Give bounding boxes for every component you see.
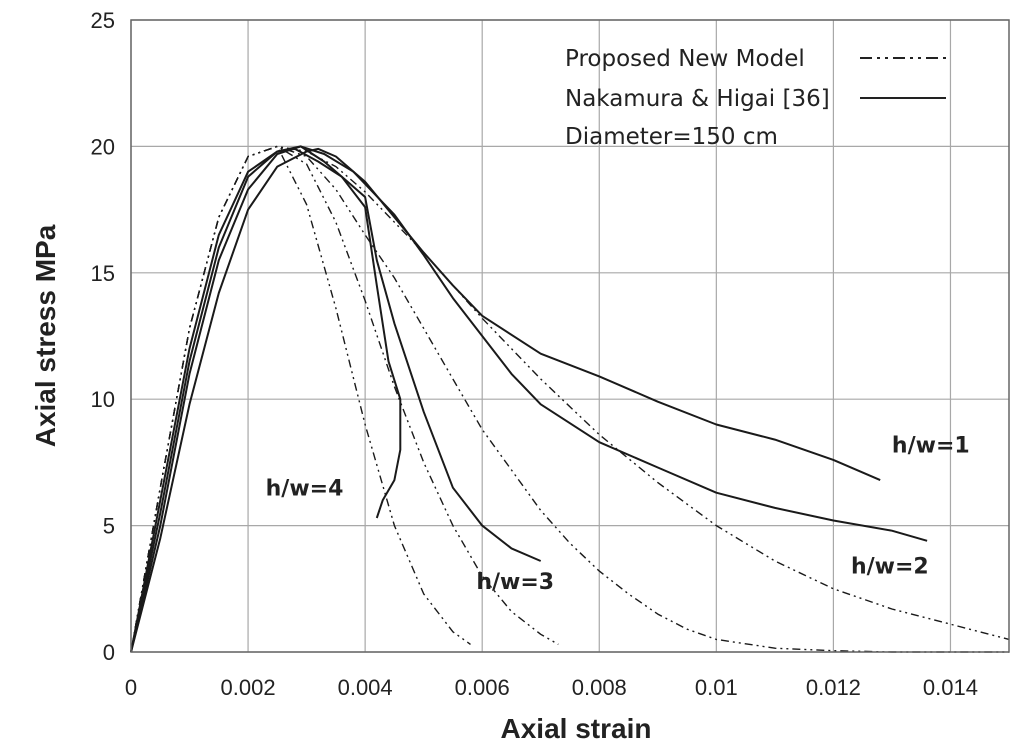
x-tick-label: 0.008 bbox=[572, 675, 627, 700]
y-tick-labels: 0 5 10 15 20 25 bbox=[91, 8, 115, 665]
legend-label-proposed-model: Proposed New Model bbox=[565, 46, 805, 72]
annotation-hw1: h/w=1 bbox=[892, 433, 970, 458]
y-tick-label: 10 bbox=[91, 387, 115, 412]
x-tick-labels: 0 0.002 0.004 0.006 0.008 0.01 0.012 0.014 bbox=[125, 675, 978, 700]
annotations: h/w=1 h/w=2 h/w=3 h/w=4 bbox=[266, 433, 970, 595]
series-line-nakamura-hw4 bbox=[130, 147, 402, 653]
legend: Proposed New Model Nakamura & Higai [36]… bbox=[565, 46, 946, 150]
annotation-hw3: h/w=3 bbox=[476, 570, 554, 595]
x-tick-label: 0.006 bbox=[455, 675, 510, 700]
series-group bbox=[130, 145, 1010, 653]
legend-label-nakamura-higai: Nakamura & Higai [36] bbox=[565, 86, 830, 112]
series-line-nakamura-hw1 bbox=[130, 147, 881, 653]
x-tick-label: 0.002 bbox=[221, 675, 276, 700]
x-tick-label: 0.004 bbox=[338, 675, 393, 700]
y-tick-label: 0 bbox=[103, 640, 115, 665]
series-line-proposed-hw4 bbox=[130, 145, 471, 653]
y-axis-title: Axial stress MPa bbox=[30, 224, 61, 447]
x-tick-label: 0.01 bbox=[695, 675, 738, 700]
x-tick-label: 0.014 bbox=[923, 675, 978, 700]
annotation-hw2: h/w=2 bbox=[851, 555, 929, 580]
annotation-hw4: h/w=4 bbox=[266, 476, 344, 501]
y-tick-label: 20 bbox=[91, 134, 115, 159]
x-tick-label: 0 bbox=[125, 675, 137, 700]
y-tick-label: 5 bbox=[103, 514, 115, 539]
series-line-nakamura-hw2 bbox=[130, 145, 928, 653]
legend-label-diameter: Diameter=150 cm bbox=[565, 124, 778, 150]
series-line-nakamura-hw3 bbox=[130, 145, 542, 653]
y-tick-label: 25 bbox=[91, 8, 115, 33]
plot-frame bbox=[130, 19, 1010, 653]
y-tick-label: 15 bbox=[91, 261, 115, 286]
x-tick-label: 0.012 bbox=[806, 675, 861, 700]
x-axis-title: Axial strain bbox=[501, 713, 652, 744]
